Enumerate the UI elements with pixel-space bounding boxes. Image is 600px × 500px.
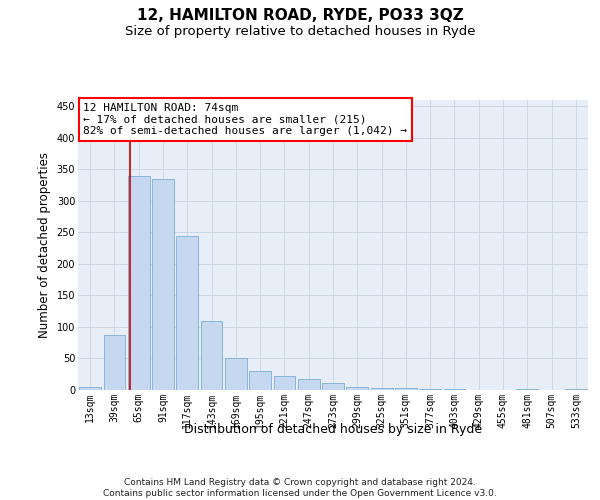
- Bar: [371, 388, 392, 390]
- Bar: [128, 176, 149, 390]
- Bar: [419, 388, 441, 390]
- Bar: [298, 378, 320, 390]
- Bar: [176, 236, 198, 390]
- Text: 12 HAMILTON ROAD: 74sqm
← 17% of detached houses are smaller (215)
82% of semi-d: 12 HAMILTON ROAD: 74sqm ← 17% of detache…: [83, 103, 407, 136]
- Bar: [517, 388, 538, 390]
- Text: Distribution of detached houses by size in Ryde: Distribution of detached houses by size …: [184, 422, 482, 436]
- Bar: [274, 376, 295, 390]
- Bar: [249, 371, 271, 390]
- Bar: [200, 320, 223, 390]
- Bar: [152, 179, 174, 390]
- Text: 12, HAMILTON ROAD, RYDE, PO33 3QZ: 12, HAMILTON ROAD, RYDE, PO33 3QZ: [137, 8, 463, 22]
- Y-axis label: Number of detached properties: Number of detached properties: [38, 152, 51, 338]
- Bar: [104, 334, 125, 390]
- Text: Size of property relative to detached houses in Ryde: Size of property relative to detached ho…: [125, 25, 475, 38]
- Bar: [225, 358, 247, 390]
- Bar: [395, 388, 417, 390]
- Bar: [346, 388, 368, 390]
- Bar: [79, 387, 101, 390]
- Text: Contains HM Land Registry data © Crown copyright and database right 2024.
Contai: Contains HM Land Registry data © Crown c…: [103, 478, 497, 498]
- Bar: [322, 383, 344, 390]
